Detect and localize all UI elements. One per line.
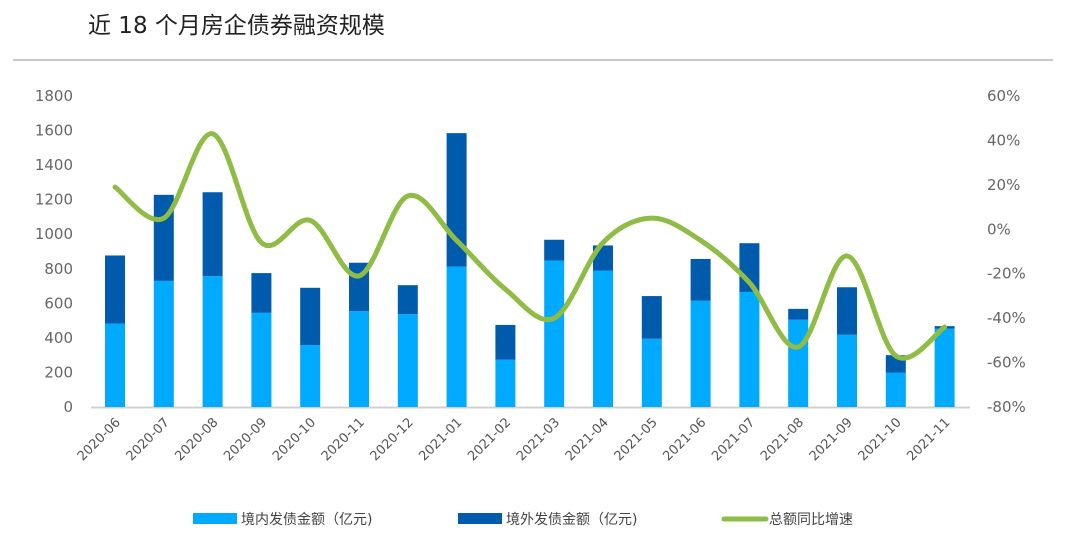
x-tick-label: 2021-07	[709, 415, 758, 464]
y-tick-label: 1400	[35, 156, 73, 174]
y2-tick-label: 40%	[987, 131, 1020, 149]
y2-tick-label: -40%	[987, 309, 1026, 327]
x-tick-label: 2020-09	[221, 415, 270, 464]
y-tick-label: 200	[44, 363, 73, 381]
x-tick-label: 2020-10	[270, 415, 319, 464]
bar-domestic	[300, 345, 321, 407]
bar-overseas	[837, 287, 857, 335]
y-tick-label: 1600	[35, 122, 73, 140]
bar-overseas	[397, 285, 418, 315]
bar-overseas	[202, 192, 223, 277]
y-tick-label: 800	[44, 260, 73, 278]
bar-domestic	[105, 323, 125, 407]
bar-domestic	[690, 300, 711, 407]
y2-tick-label: 20%	[987, 176, 1020, 194]
bar-overseas	[495, 324, 516, 360]
bar-domestic	[739, 291, 760, 407]
legend-label-overseas: 境外发债金额（亿元)	[506, 512, 637, 528]
x-tick-label: 2021-04	[563, 415, 612, 464]
bar-domestic	[446, 266, 467, 407]
bar-domestic	[593, 270, 613, 407]
legend-label-domestic: 境内发债金额（亿元)	[241, 512, 372, 528]
y2-tick-label: -20%	[987, 265, 1026, 283]
bar-overseas	[251, 273, 272, 313]
growth-line	[112, 131, 948, 361]
x-tick-label: 2021-02	[465, 415, 514, 464]
x-tick-label: 2021-01	[416, 415, 465, 464]
y2-tick-label: 0%	[987, 220, 1011, 238]
y-tick-label: 1200	[35, 191, 73, 209]
bar-domestic	[788, 319, 809, 407]
y2-tick-label: -80%	[987, 398, 1026, 416]
y-tick-label: 1800	[35, 87, 73, 105]
x-tick-label: 2020-11	[319, 415, 368, 464]
bar-domestic	[202, 276, 223, 407]
bar-domestic	[544, 260, 565, 407]
y-tick-label: 0	[63, 398, 73, 416]
bar-overseas	[641, 296, 662, 339]
x-tick-label: 2021-09	[807, 415, 856, 464]
bar-domestic	[251, 312, 272, 407]
bar-overseas	[544, 239, 565, 261]
bar-overseas	[300, 287, 321, 346]
legend-swatch-domestic	[193, 513, 237, 524]
x-tick-label: 2021-08	[758, 415, 807, 464]
x-tick-label: 2020-06	[75, 415, 124, 464]
bar-domestic	[349, 311, 369, 407]
x-tick-label: 2021-10	[856, 415, 905, 464]
bar-overseas	[690, 258, 711, 301]
bar-domestic	[495, 359, 516, 407]
bar-domestic	[641, 338, 662, 407]
x-tick-label: 2020-12	[368, 415, 417, 464]
x-tick-label: 2021-11	[904, 415, 953, 464]
y2-tick-label: 60%	[987, 87, 1020, 105]
bar-domestic	[837, 334, 857, 407]
y-tick-label: 1000	[35, 225, 73, 243]
title-divider	[13, 59, 1053, 61]
legend-swatch-overseas	[458, 513, 502, 524]
bar-domestic	[153, 280, 174, 407]
bar-overseas	[105, 255, 125, 324]
chart-title: 近 18 个月房企债券融资规模	[88, 13, 385, 39]
y2-tick-label: -60%	[987, 354, 1026, 372]
x-tick-label: 2020-07	[124, 415, 173, 464]
bar-domestic	[934, 328, 955, 407]
bar-overseas	[788, 308, 809, 320]
x-tick-label: 2020-08	[172, 415, 221, 464]
x-tick-label: 2021-03	[514, 415, 563, 464]
y-tick-label: 600	[44, 294, 73, 312]
x-tick-label: 2021-06	[660, 415, 709, 464]
legend-label-growth: 总额同比增速	[769, 512, 853, 528]
y-tick-label: 400	[44, 329, 73, 347]
bar-domestic	[885, 372, 906, 407]
x-tick-label: 2021-05	[612, 415, 661, 464]
bar-domestic	[397, 314, 418, 407]
